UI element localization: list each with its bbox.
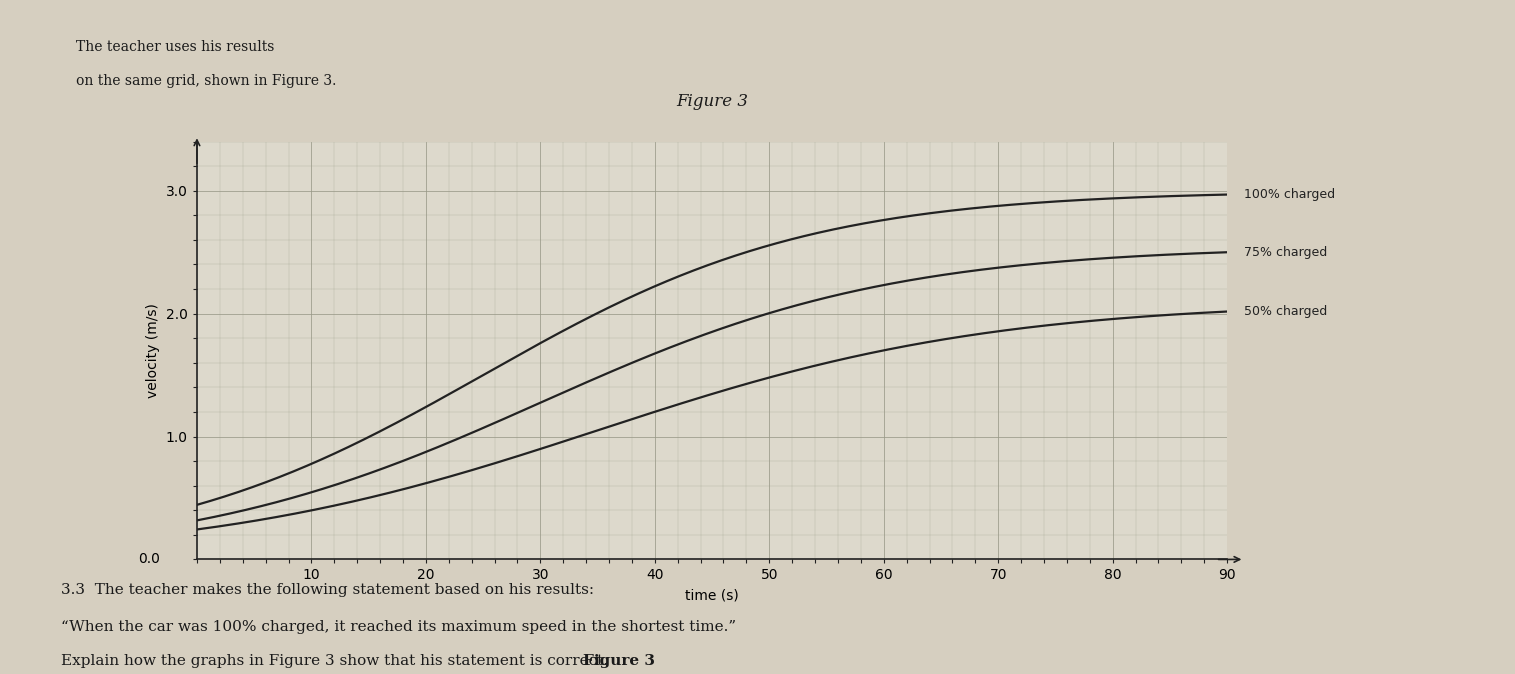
Text: on the same grid, shown in Figure 3.: on the same grid, shown in Figure 3. — [76, 74, 336, 88]
Text: 0.0: 0.0 — [138, 553, 161, 566]
Text: 75% charged: 75% charged — [1244, 246, 1327, 259]
Text: 3.3  The teacher makes the following statement based on his results:: 3.3 The teacher makes the following stat… — [61, 583, 594, 596]
Text: Figure 3: Figure 3 — [676, 92, 748, 110]
Text: Explain how the graphs in Figure 3 show that his statement is correct.: Explain how the graphs in Figure 3 show … — [61, 654, 608, 667]
Text: “When the car was 100% charged, it reached its maximum speed in the shortest tim: “When the car was 100% charged, it reach… — [61, 620, 736, 634]
Text: The teacher uses his results: The teacher uses his results — [76, 40, 274, 54]
Y-axis label: velocity (m/s): velocity (m/s) — [147, 303, 161, 398]
Text: Figure 3: Figure 3 — [583, 654, 656, 667]
Text: 50% charged: 50% charged — [1244, 305, 1327, 318]
X-axis label: time (s): time (s) — [685, 588, 739, 602]
Text: 100% charged: 100% charged — [1244, 188, 1335, 201]
